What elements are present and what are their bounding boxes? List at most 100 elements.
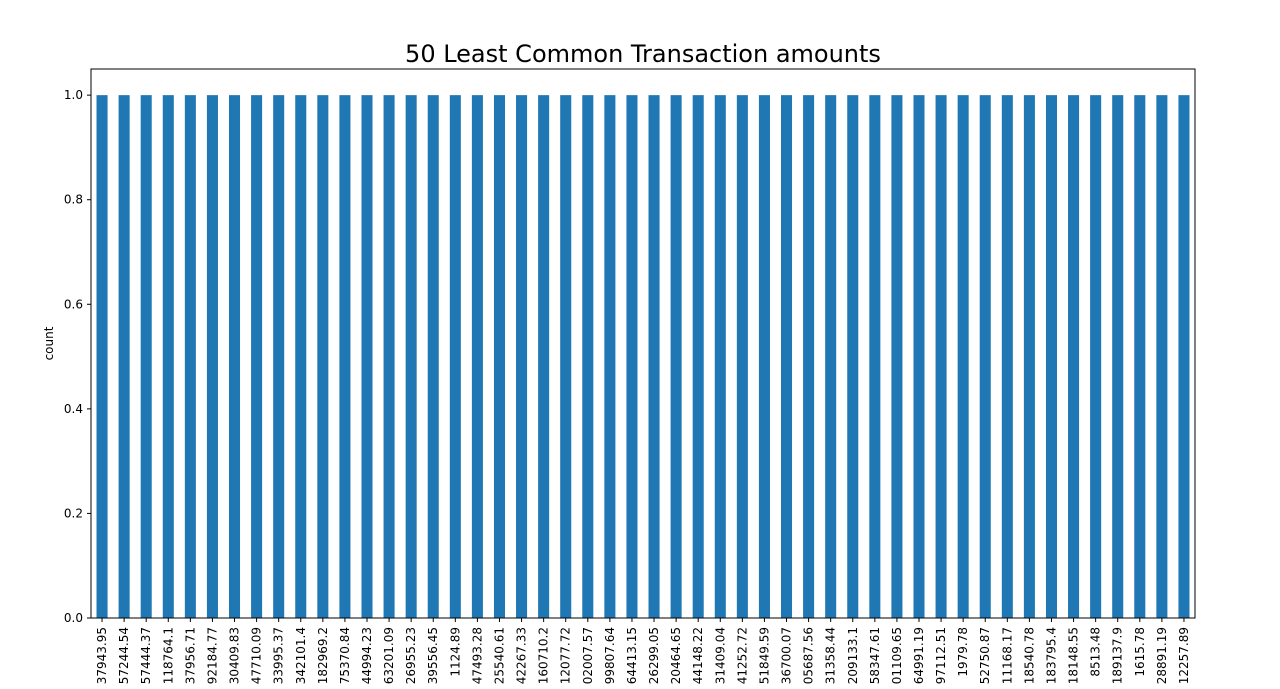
- x-tick-label: 97112.51: [934, 627, 948, 684]
- x-tick-label: 44994.23: [360, 627, 374, 684]
- bar: [626, 95, 638, 618]
- bar: [96, 95, 108, 618]
- plot-frame: [90, 68, 1196, 619]
- bar: [383, 95, 395, 618]
- y-tick-label: 0.8: [64, 193, 83, 207]
- bar: [118, 95, 130, 618]
- bar: [869, 95, 881, 618]
- x-tick-label: 118764.1: [161, 627, 175, 684]
- bar: [516, 95, 528, 618]
- bar: [1068, 95, 1080, 618]
- x-tick-label: 26299.05: [647, 627, 661, 684]
- bar: [979, 95, 991, 618]
- bar: [405, 95, 417, 618]
- x-tick-label: 209133.1: [846, 627, 860, 684]
- x-tick-label: 37956.71: [183, 627, 197, 684]
- x-axis-ticks: 37943.95 57244.54 57444.37 118764.1 37956.71…: [95, 618, 1191, 684]
- bar: [1001, 95, 1013, 618]
- x-tick-label: 31358.44: [824, 627, 838, 684]
- x-tick-label: 1124.89: [448, 627, 462, 677]
- bar: [692, 95, 704, 618]
- bar: [317, 95, 329, 618]
- x-tick-label: 189137.9: [1111, 627, 1125, 684]
- x-tick-label: 47710.09: [250, 627, 264, 684]
- bar: [913, 95, 925, 618]
- x-tick-label: 37943.95: [95, 627, 109, 684]
- bar: [538, 95, 550, 618]
- x-tick-label: 12077.72: [559, 627, 573, 684]
- bar: [935, 95, 947, 618]
- x-tick-label: 342101.4: [294, 627, 308, 684]
- x-tick-label: 33995.37: [272, 627, 286, 684]
- x-tick-label: 51849.59: [757, 627, 771, 684]
- y-tick-label: 0.2: [64, 506, 83, 520]
- bar: [803, 95, 815, 618]
- bar: [295, 95, 307, 618]
- x-tick-label: 39556.45: [426, 627, 440, 684]
- x-tick-label: 92184.77: [205, 627, 219, 684]
- bar: [1156, 95, 1168, 618]
- bar: [1178, 95, 1190, 618]
- x-tick-label: 28891.19: [1155, 627, 1169, 684]
- bar: [758, 95, 770, 618]
- bar: [736, 95, 748, 618]
- x-tick-label: 05687.56: [802, 627, 816, 684]
- x-tick-label: 75370.84: [338, 627, 352, 684]
- x-tick-label: 26955.23: [404, 627, 418, 684]
- x-tick-label: 18148.55: [1067, 627, 1081, 684]
- x-tick-label: 41252.72: [735, 627, 749, 684]
- x-tick-label: 44148.22: [691, 627, 705, 684]
- bar: [162, 95, 174, 618]
- bar: [1045, 95, 1057, 618]
- x-tick-label: 182969.2: [316, 627, 330, 684]
- bar: [229, 95, 241, 618]
- x-tick-label: 01109.65: [890, 627, 904, 684]
- bar: [891, 95, 903, 618]
- x-tick-label: 63201.09: [382, 627, 396, 684]
- x-tick-label: 18540.78: [1022, 627, 1036, 684]
- bar: [140, 95, 152, 618]
- y-axis-label: count: [42, 326, 56, 360]
- x-tick-label: 99807.64: [603, 627, 617, 684]
- x-tick-label: 36700.07: [780, 627, 794, 684]
- bar: [339, 95, 351, 618]
- bar: [781, 95, 793, 618]
- bar: [825, 95, 837, 618]
- x-tick-label: 11168.17: [1000, 627, 1014, 684]
- bar: [493, 95, 505, 618]
- x-tick-label: 64413.15: [625, 627, 639, 684]
- x-tick-label: 160710.2: [537, 627, 551, 684]
- bar: [670, 95, 682, 618]
- x-tick-label: 30409.83: [228, 627, 242, 684]
- bar: [648, 95, 660, 618]
- x-tick-label: 57244.54: [117, 627, 131, 684]
- y-tick-label: 1.0: [64, 88, 83, 102]
- bar: [251, 95, 263, 618]
- x-tick-label: 20464.65: [669, 627, 683, 684]
- bar: [560, 95, 572, 618]
- x-tick-label: 02007.57: [581, 627, 595, 684]
- x-tick-label: 57444.37: [139, 627, 153, 684]
- chart-title: 50 Least Common Transaction amounts: [405, 40, 881, 68]
- bar: [1023, 95, 1035, 618]
- x-tick-label: 42267.33: [515, 627, 529, 684]
- bar: [582, 95, 594, 618]
- x-tick-label: 183795.4: [1044, 627, 1058, 684]
- y-axis-ticks: 0.0 0.2 0.4 0.6 0.8 1.0: [64, 88, 91, 625]
- bar: [1134, 95, 1146, 618]
- y-tick-label: 0.4: [64, 402, 83, 416]
- bar: [273, 95, 285, 618]
- bar: [847, 95, 859, 618]
- y-tick-label: 0.0: [64, 611, 83, 625]
- x-tick-label: 12257.89: [1177, 627, 1191, 684]
- x-tick-label: 52750.87: [978, 627, 992, 684]
- bar: [957, 95, 969, 618]
- bar: [361, 95, 373, 618]
- bar: [714, 95, 726, 618]
- bars-group: [96, 95, 1190, 618]
- x-tick-label: 8513.48: [1089, 627, 1103, 677]
- x-tick-label: 31409.04: [713, 627, 727, 684]
- x-tick-label: 64991.19: [912, 627, 926, 684]
- bar: [471, 95, 483, 618]
